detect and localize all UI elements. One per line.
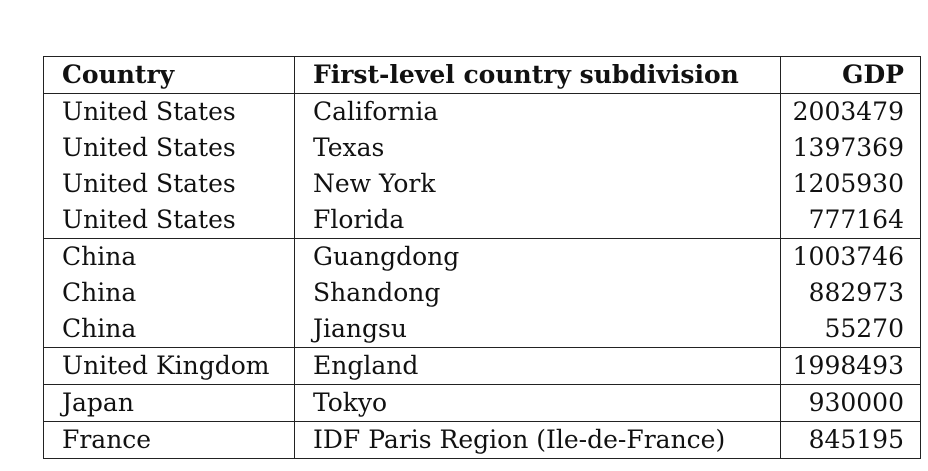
table-row: United States Florida 777164 [43, 202, 921, 239]
table-row: United States California 2003479 [43, 93, 921, 130]
table-row: China Guangdong 1003746 [43, 238, 921, 275]
cell-subdivision: Shandong [294, 275, 781, 311]
header-country: Country [43, 56, 295, 94]
table-row: United Kingdom England 1998493 [43, 347, 921, 385]
table-row: France IDF Paris Region (Ile-de-France) … [43, 421, 921, 459]
cell-gdp: 930000 [780, 384, 921, 422]
cell-gdp: 2003479 [780, 93, 921, 130]
cell-country: United States [43, 202, 295, 239]
cell-country: United States [43, 93, 295, 130]
cell-gdp: 1205930 [780, 166, 921, 202]
cell-country: China [43, 238, 295, 275]
cell-country: Japan [43, 384, 295, 422]
table-row: Japan Tokyo 930000 [43, 384, 921, 422]
cell-subdivision: England [294, 347, 781, 385]
cell-subdivision: Jiangsu [294, 311, 781, 348]
cell-country: China [43, 311, 295, 348]
cell-country: United States [43, 166, 295, 202]
cell-subdivision: New York [294, 166, 781, 202]
cell-country: United Kingdom [43, 347, 295, 385]
cell-subdivision: Tokyo [294, 384, 781, 422]
table-header-row: Country First-level country subdivision … [43, 56, 921, 94]
cell-country: China [43, 275, 295, 311]
cell-subdivision: Texas [294, 130, 781, 166]
cell-subdivision: IDF Paris Region (Ile-de-France) [294, 421, 781, 459]
cell-gdp: 845195 [780, 421, 921, 459]
header-gdp: GDP [780, 56, 921, 94]
table-row: United States Texas 1397369 [43, 130, 921, 166]
cell-gdp: 1003746 [780, 238, 921, 275]
cell-gdp: 1397369 [780, 130, 921, 166]
gdp-table: Country First-level country subdivision … [43, 56, 921, 459]
table-row: China Shandong 882973 [43, 275, 921, 311]
cell-gdp: 55270 [780, 311, 921, 348]
table-row: United States New York 1205930 [43, 166, 921, 202]
cell-gdp: 882973 [780, 275, 921, 311]
cell-gdp: 1998493 [780, 347, 921, 385]
table-row: China Jiangsu 55270 [43, 311, 921, 348]
cell-subdivision: California [294, 93, 781, 130]
cell-subdivision: Guangdong [294, 238, 781, 275]
cell-country: France [43, 421, 295, 459]
cell-gdp: 777164 [780, 202, 921, 239]
header-subdivision: First-level country subdivision [294, 56, 781, 94]
cell-subdivision: Florida [294, 202, 781, 239]
cell-country: United States [43, 130, 295, 166]
